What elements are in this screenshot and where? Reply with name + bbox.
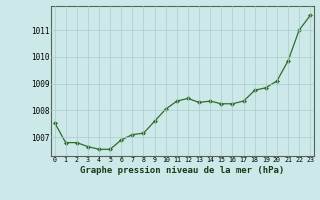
X-axis label: Graphe pression niveau de la mer (hPa): Graphe pression niveau de la mer (hPa) [80,166,284,175]
